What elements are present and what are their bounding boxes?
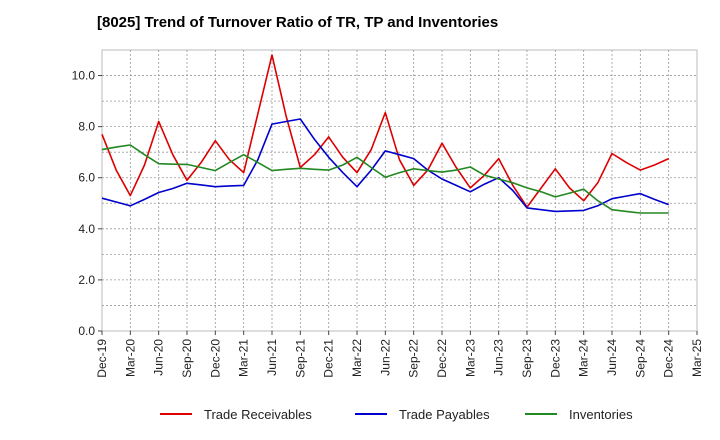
x-tick-label: Dec-20	[208, 339, 222, 378]
legend-label-inventories: Inventories	[569, 407, 633, 422]
x-tick-label: Jun-21	[265, 339, 279, 376]
legend-label-trade-receivables: Trade Receivables	[204, 407, 312, 422]
x-tick-label: Sep-22	[407, 339, 421, 378]
x-tick-label: Sep-20	[180, 339, 194, 378]
y-tick-label: 2.0	[78, 273, 95, 287]
x-tick-label: Sep-23	[520, 339, 534, 378]
x-tick-label: Mar-24	[577, 339, 591, 377]
x-tick-label: Dec-21	[322, 339, 336, 378]
y-tick-label: 4.0	[78, 222, 95, 236]
grid-layer	[102, 50, 697, 331]
x-tick-label: Dec-22	[435, 339, 449, 378]
y-tick-label: 0.0	[78, 324, 95, 338]
y-tick-label: 6.0	[78, 171, 95, 185]
x-tick-label: Mar-22	[350, 339, 364, 377]
series-line-trade-payables	[101, 118, 669, 213]
y-tick-label: 10.0	[72, 69, 96, 83]
x-tick-label: Mar-20	[123, 339, 137, 377]
y-tick-label: 8.0	[78, 120, 95, 134]
x-tick-label: Mar-25	[690, 339, 704, 377]
x-tick-label: Dec-19	[95, 339, 109, 378]
chart-title: [8025] Trend of Turnover Ratio of TR, TP…	[97, 14, 499, 31]
x-tick-label: Mar-23	[463, 339, 477, 377]
y-axis-ticks: 0.0 2.0 4.0 6.0 8.0 10.0	[72, 69, 102, 338]
series-line-inventories	[101, 144, 669, 214]
legend-label-trade-payables: Trade Payables	[399, 407, 490, 422]
plot-area	[101, 49, 698, 332]
x-tick-label: Sep-21	[293, 339, 307, 378]
x-tick-label: Sep-24	[633, 339, 647, 378]
x-tick-label: Dec-24	[662, 339, 676, 378]
legend: Trade Receivables Trade Payables Inventori…	[160, 407, 633, 422]
x-tick-label: Jun-24	[605, 339, 619, 376]
x-tick-label: Mar-21	[237, 339, 251, 377]
x-tick-label: Jun-23	[492, 339, 506, 376]
x-tick-label: Dec-23	[548, 339, 562, 378]
x-tick-label: Jun-20	[152, 339, 166, 376]
x-tick-label: Jun-22	[378, 339, 392, 376]
x-axis-ticks: Dec-19 Mar-20 Jun-20 Sep-20 Dec-20 Mar-21 Jun-…	[95, 331, 704, 378]
series-layer	[101, 54, 670, 214]
